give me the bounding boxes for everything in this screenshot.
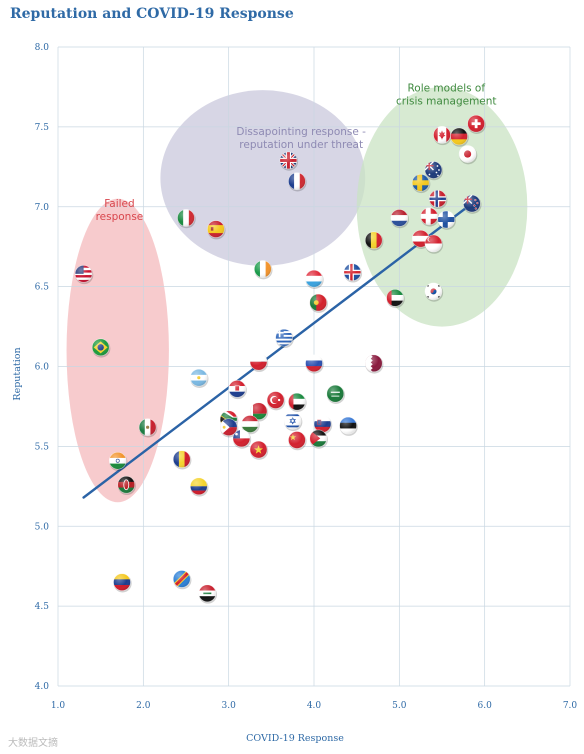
- x-tick-label: 5.0: [392, 701, 407, 711]
- data-point-nl-flag: [390, 209, 410, 229]
- data-point-no-flag: [428, 189, 448, 210]
- ticks-layer: 1.0 2.0 3.0 4.0 5.0 6.0 7.0 4.0 4.5 5.0 5.5 6.0 6.5 7…: [35, 43, 578, 711]
- y-tick-label: 4.5: [35, 602, 50, 612]
- data-point-ar-flag: [190, 368, 209, 388]
- x-tick-label: 2.0: [136, 701, 151, 711]
- data-point-in-flag: [108, 451, 128, 472]
- data-point-is-flag: [343, 263, 363, 283]
- y-tick-label: 4.0: [35, 682, 50, 692]
- region-ellipse: [160, 90, 366, 266]
- data-point-tr-flag: [266, 391, 286, 411]
- data-point-gr-flag: [275, 328, 294, 349]
- data-point-ro-flag: [172, 450, 192, 470]
- trend-line: [82, 205, 469, 499]
- data-point-iq-flag: [198, 584, 218, 604]
- data-point-qa-flag: [364, 354, 384, 374]
- x-tick-label: 1.0: [51, 701, 66, 711]
- data-point-ee-flag: [339, 416, 358, 436]
- data-point-si-flag: [313, 415, 333, 435]
- data-point-es-flag: [207, 220, 226, 240]
- data-point-cl-flag: [232, 429, 252, 449]
- data-point-cn-flag: [288, 431, 307, 451]
- data-point-ph-flag: [219, 418, 239, 438]
- data-point-co-flag: [190, 477, 209, 497]
- data-point-lu-flag: [305, 269, 324, 289]
- data-point-cd-flag: [172, 570, 192, 590]
- region-label: Role models of: [407, 83, 485, 95]
- data-point-by-flag: [249, 402, 269, 422]
- data-point-ch-flag: [467, 114, 486, 134]
- data-point-il-flag: [283, 412, 303, 432]
- chart-title: Reputation and COVID-19 Response: [10, 6, 294, 22]
- y-tick-label: 6.5: [35, 283, 50, 293]
- region-label: Dissapointing response -: [236, 126, 366, 138]
- x-tick-label: 7.0: [563, 701, 578, 711]
- x-axis-label: COVID-19 Response: [246, 733, 344, 744]
- data-point-gb-flag: [279, 151, 299, 171]
- y-tick-label: 8.0: [35, 43, 50, 53]
- points-layer: [74, 114, 486, 604]
- y-tick-label: 5.5: [35, 442, 50, 452]
- data-point-ae-flag: [288, 392, 307, 412]
- x-tick-label: 6.0: [478, 701, 493, 711]
- data-point-hu-flag: [241, 415, 260, 435]
- data-point-ke-flag: [117, 475, 136, 496]
- data-point-hr-flag: [228, 380, 247, 400]
- x-tick-label: 3.0: [222, 701, 237, 711]
- data-point-ie-flag: [253, 260, 273, 280]
- data-point-au-flag: [424, 161, 444, 181]
- data-point-dk-flag: [420, 207, 439, 227]
- data-point-fr-flag: [288, 172, 307, 192]
- data-point-jp-flag: [458, 145, 478, 165]
- data-point-se-flag: [411, 173, 431, 194]
- y-tick-label: 7.5: [35, 123, 50, 133]
- y-tick-label: 6.0: [35, 363, 50, 373]
- data-point-ca-flag: [433, 126, 452, 146]
- data-point-be-flag: [364, 231, 384, 251]
- watermark: 大数据文摘: [8, 738, 58, 749]
- data-point-vn-flag: [249, 440, 269, 460]
- data-point-de-flag: [450, 127, 469, 147]
- data-point-sa-flag: [326, 384, 346, 404]
- y-axis-label: Reputation: [12, 347, 23, 400]
- data-point-ru-flag: [305, 354, 324, 374]
- region-label: Failed: [104, 198, 134, 210]
- data-point-ve-flag: [113, 573, 132, 593]
- y-tick-label: 7.0: [35, 203, 50, 213]
- data-point-jo-flag: [309, 429, 328, 449]
- region-label: crisis management: [396, 96, 497, 108]
- y-tick-label: 5.0: [35, 522, 50, 532]
- trend-layer: [82, 205, 469, 499]
- data-point-fi-flag: [437, 210, 456, 230]
- x-tick-label: 4.0: [307, 701, 322, 711]
- data-point-pl-flag: [249, 352, 269, 373]
- region-label: reputation under threat: [239, 139, 363, 151]
- data-point-it-flag: [177, 209, 196, 229]
- data-point-pt-flag: [309, 293, 328, 313]
- region-label: response: [96, 211, 144, 223]
- data-point-ae-flag: [386, 289, 405, 309]
- data-point-nz-flag: [463, 194, 482, 214]
- data-point-kr-flag: [424, 282, 444, 302]
- data-point-br-flag: [91, 338, 111, 358]
- data-point-mx-flag: [138, 418, 158, 438]
- data-point-us-flag: [74, 265, 94, 285]
- data-point-sg-flag: [424, 234, 444, 254]
